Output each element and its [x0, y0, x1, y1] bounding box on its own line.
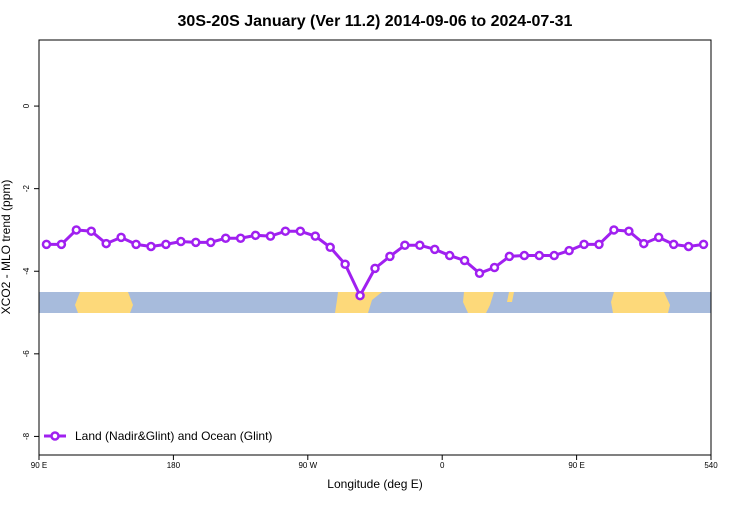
land-patch	[463, 292, 494, 313]
data-point	[250, 230, 261, 241]
data-point	[161, 239, 171, 250]
data-point	[639, 238, 649, 249]
data-point	[415, 240, 425, 250]
x-tick-label: 90 E	[568, 461, 584, 470]
plot-frame	[38, 39, 712, 456]
data-point	[444, 250, 455, 261]
data-point	[564, 245, 574, 256]
data-point	[534, 250, 545, 261]
data-point	[146, 241, 156, 252]
data-point	[429, 244, 440, 255]
land-patch	[611, 292, 670, 313]
data-point	[355, 290, 365, 301]
data-point	[579, 239, 589, 250]
legend-label: Land (Nadir&Glint) and Ocean (Glint)	[75, 429, 272, 443]
data-point	[295, 226, 306, 236]
data-point	[280, 226, 291, 236]
x-tick-label: 0	[440, 461, 445, 470]
x-axis-title: Longitude (deg E)	[327, 477, 422, 491]
chart-title: 30S-20S January (Ver 11.2) 2014-09-06 to…	[178, 13, 573, 30]
data-point	[504, 251, 515, 262]
data-point	[116, 232, 126, 243]
land-ocean-band	[39, 292, 711, 313]
land-patch	[507, 292, 514, 302]
land-patch	[75, 292, 133, 313]
data-point	[653, 232, 664, 243]
data-point	[609, 225, 619, 235]
data-point	[71, 225, 82, 235]
data-point	[86, 226, 97, 236]
data-point	[310, 231, 321, 241]
data-point	[474, 268, 485, 279]
x-tick-label: 90 W	[298, 461, 317, 470]
data-point	[205, 237, 216, 248]
data-point	[41, 239, 52, 250]
data-point	[385, 251, 395, 262]
data-point	[325, 242, 335, 253]
y-tick-label: 0	[22, 103, 31, 108]
y-tick-label: -8	[22, 432, 31, 440]
data-point	[549, 250, 559, 261]
data-point	[220, 233, 231, 243]
land-patch	[335, 292, 382, 313]
data-point	[698, 239, 709, 250]
data-point	[683, 241, 694, 252]
data-point	[235, 233, 246, 243]
y-axis-title: XCO2 - MLO trend (ppm)	[0, 180, 13, 315]
data-point	[340, 259, 350, 269]
data-point	[519, 250, 530, 261]
data-point	[624, 226, 634, 236]
data-point	[131, 239, 141, 250]
legend-marker	[50, 431, 60, 441]
x-tick-label: 540	[704, 461, 718, 470]
x-tick-label: 180	[167, 461, 181, 470]
y-tick-label: -6	[22, 350, 31, 358]
data-point	[265, 231, 276, 241]
y-tick-label: -4	[22, 267, 31, 275]
y-tick-label: -2	[22, 185, 31, 193]
ocean-band	[39, 292, 711, 313]
data-point	[668, 239, 679, 250]
data-point	[101, 238, 111, 249]
data-point	[489, 262, 500, 273]
data-point	[370, 263, 380, 274]
data-point	[594, 239, 604, 250]
data-point	[56, 239, 67, 250]
x-tick-label: 90 E	[31, 461, 47, 470]
data-point	[459, 255, 470, 266]
data-point	[400, 240, 410, 250]
data-point	[176, 236, 186, 247]
series-line	[46, 228, 704, 299]
data-point	[191, 237, 201, 248]
